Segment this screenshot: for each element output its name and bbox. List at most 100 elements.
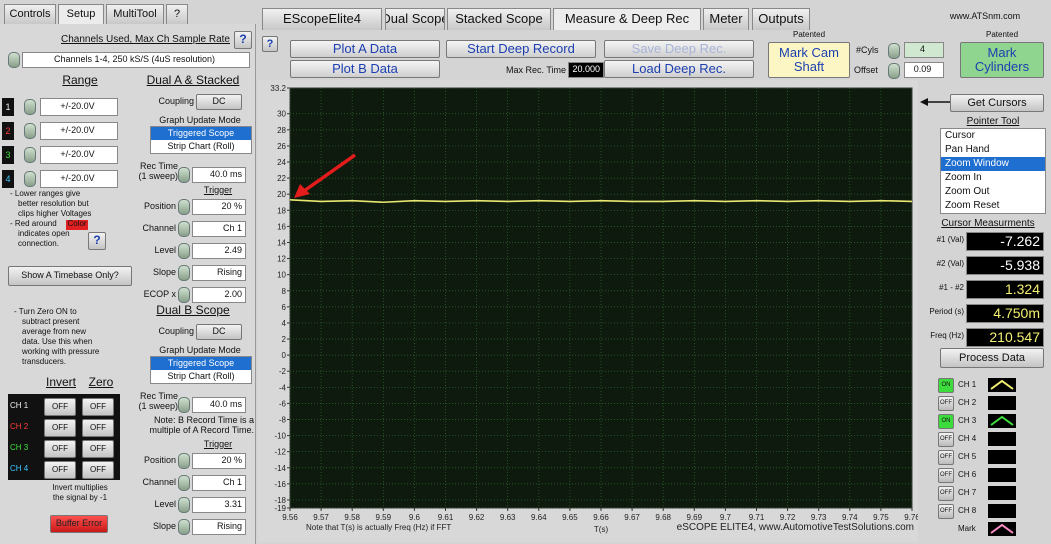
rec-time-field[interactable]: 40.0 ms (192, 397, 246, 413)
spinner[interactable] (178, 199, 190, 215)
spinner[interactable] (888, 63, 900, 79)
channel-name: CH 6 (958, 471, 977, 479)
zero-button[interactable]: OFF (82, 440, 114, 458)
range-note: connection. (18, 240, 59, 248)
mark-cylinders-button[interactable]: Mark Cylinders (960, 42, 1044, 78)
spinner[interactable] (178, 243, 190, 259)
buffer-error-button[interactable]: Buffer Error (50, 515, 108, 533)
spinner[interactable] (888, 43, 900, 59)
invert-button[interactable]: OFF (44, 398, 76, 416)
coupling-button[interactable]: DC (196, 94, 242, 110)
top-tab[interactable]: Measure & Deep Rec (553, 8, 701, 30)
spinner[interactable] (178, 167, 190, 183)
left-tab[interactable]: Controls (4, 4, 56, 24)
pointer-option[interactable]: Zoom Window (941, 157, 1045, 171)
plot-a-button[interactable]: Plot A Data (290, 40, 440, 58)
channel-toggle[interactable]: ON (938, 378, 954, 393)
field-value[interactable]: Ch 1 (192, 475, 246, 491)
mode-option[interactable]: Strip Chart (Roll) (167, 141, 235, 151)
spinner[interactable] (178, 397, 190, 413)
timebase-button[interactable]: Show A Timebase Only? (8, 266, 132, 286)
top-tab[interactable]: Stacked Scope (447, 8, 551, 30)
start-deep-button[interactable]: Start Deep Record (446, 40, 596, 58)
spinner[interactable] (178, 287, 190, 303)
zero-button[interactable]: OFF (82, 419, 114, 437)
zero-button[interactable]: OFF (82, 398, 114, 416)
spinner[interactable] (178, 221, 190, 237)
pointer-option[interactable]: Zoom In (945, 172, 982, 183)
channel-toggle[interactable]: OFF (938, 504, 954, 519)
plot-b-button[interactable]: Plot B Data (290, 60, 440, 78)
left-tab[interactable]: Setup (58, 4, 104, 24)
range-field[interactable]: +/-20.0V (40, 122, 118, 140)
range-field[interactable]: +/-20.0V (40, 170, 118, 188)
process-button[interactable]: Process Data (940, 348, 1044, 368)
channel-toggle[interactable]: OFF (938, 486, 954, 501)
measure-label: #2 (Val) (936, 260, 964, 268)
help-button[interactable]: ? (262, 36, 278, 52)
spinner[interactable] (24, 171, 36, 187)
invert-button[interactable]: OFF (44, 461, 76, 479)
field-value[interactable]: 2.49 (192, 243, 246, 259)
field-value[interactable]: Rising (192, 265, 246, 281)
pointer-option[interactable]: Pan Hand (945, 144, 990, 155)
channel-toggle[interactable]: OFF (938, 468, 954, 483)
spinner[interactable] (178, 497, 190, 513)
channel-toggle[interactable]: OFF (938, 450, 954, 465)
top-tab[interactable]: Outputs (752, 8, 810, 30)
channels-select[interactable]: Channels 1-4, 250 kS/S (4uS resolution) (22, 52, 250, 68)
zero-note: average from new (22, 328, 87, 336)
channel-icon (988, 450, 1016, 464)
x-tick-label: 9.71 (749, 513, 765, 522)
zero-button[interactable]: OFF (82, 461, 114, 479)
spinner[interactable] (8, 52, 20, 68)
field-value[interactable]: 3.31 (192, 497, 246, 513)
spinner[interactable] (24, 99, 36, 115)
cyls-field[interactable]: 4 (904, 42, 944, 58)
mark-cam-button[interactable]: Mark Cam Shaft (768, 42, 850, 78)
top-tab[interactable]: EScopeElite4 (262, 8, 382, 30)
spinner[interactable] (178, 475, 190, 491)
invert-button[interactable]: OFF (44, 440, 76, 458)
spinner[interactable] (24, 147, 36, 163)
top-tab[interactable]: Dual Scope (385, 8, 445, 30)
mode-option[interactable]: Triggered Scope (151, 127, 251, 140)
field-value[interactable]: 2.00 (192, 287, 246, 303)
top-tab[interactable]: Meter (703, 8, 749, 30)
load-deep-button[interactable]: Load Deep Rec. (604, 60, 754, 78)
help-button[interactable]: ? (234, 31, 252, 49)
invert-note: Invert multiplies (52, 484, 108, 492)
range-field[interactable]: +/-20.0V (40, 98, 118, 116)
get-cursors-button[interactable]: Get Cursors (950, 94, 1044, 112)
channel-toggle[interactable]: ON (938, 414, 954, 429)
spinner[interactable] (178, 519, 190, 535)
pointer-option[interactable]: Zoom Out (945, 186, 990, 197)
channel-toggle[interactable]: OFF (938, 432, 954, 447)
offset-label: Offset (854, 66, 878, 75)
left-tab[interactable]: MultiTool (106, 4, 164, 24)
channel-label: CH 1 (10, 402, 29, 410)
spinner[interactable] (178, 265, 190, 281)
field-value[interactable]: 20 % (192, 453, 246, 469)
field-value[interactable]: 20 % (192, 199, 246, 215)
field-value[interactable]: Ch 1 (192, 221, 246, 237)
pointer-option[interactable]: Cursor (945, 130, 976, 141)
pointer-option[interactable]: Zoom Reset (945, 200, 1000, 211)
channel-toggle[interactable]: OFF (938, 396, 954, 411)
mode-option[interactable]: Triggered Scope (151, 357, 251, 370)
x-axis-label: T(s) (594, 525, 609, 534)
spinner[interactable] (178, 453, 190, 469)
spinner[interactable] (24, 123, 36, 139)
coupling-button[interactable]: DC (196, 324, 242, 340)
rec-time-field[interactable]: 40.0 ms (192, 167, 246, 183)
zero-note: data. Use this when (22, 338, 93, 346)
help-button[interactable]: ? (88, 232, 106, 250)
mode-option[interactable]: Strip Chart (Roll) (167, 371, 235, 381)
range-field[interactable]: +/-20.0V (40, 146, 118, 164)
left-tab[interactable]: ? (166, 4, 188, 24)
save-deep-button[interactable]: Save Deep Rec. (604, 40, 754, 58)
max-rec-field[interactable]: 20.000 (568, 62, 604, 78)
field-value[interactable]: Rising (192, 519, 246, 535)
invert-button[interactable]: OFF (44, 419, 76, 437)
offset-field[interactable]: 0.09 (904, 62, 944, 78)
